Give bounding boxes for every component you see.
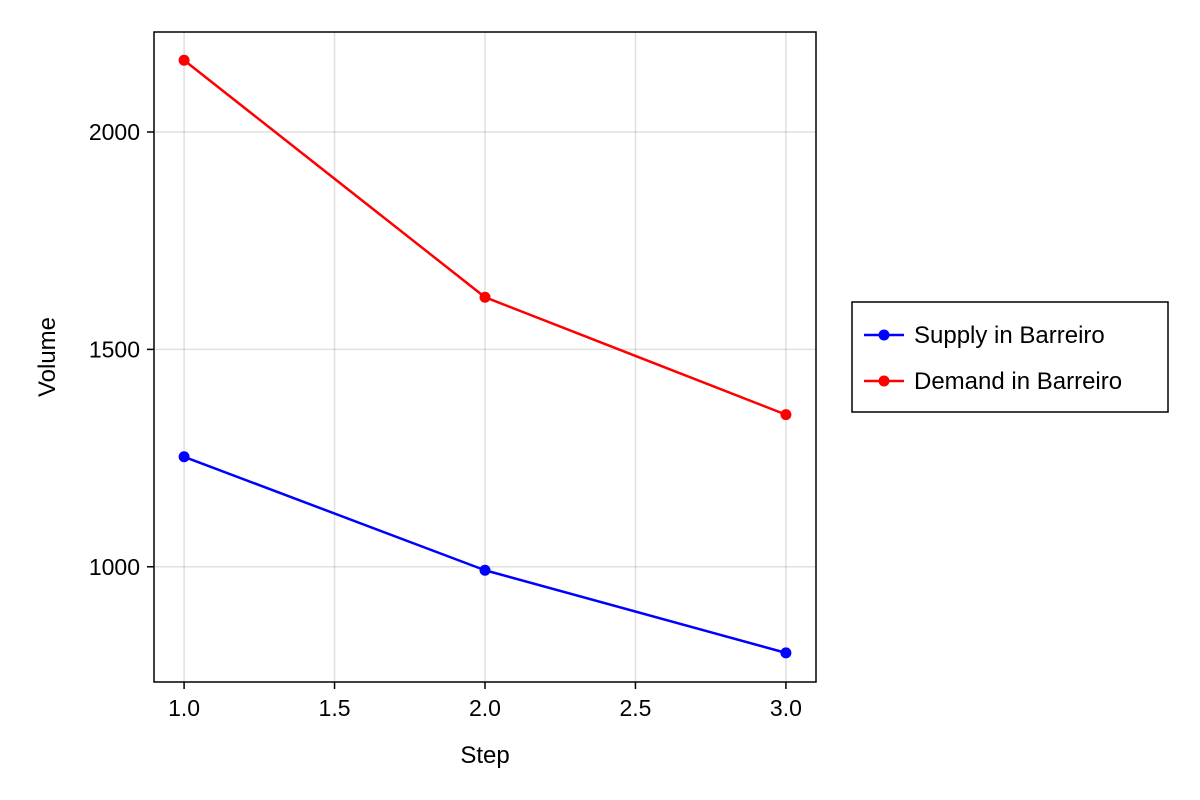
series-layer: [178, 54, 792, 659]
legend: Supply in Barreiro Demand in Barreiro: [851, 301, 1169, 413]
legend-label-0: Supply in Barreiro: [914, 322, 1105, 349]
x-tick-label: 3.0: [770, 695, 802, 721]
x-tick-label: 2.5: [619, 695, 651, 721]
y-axis: 1000 1500 2000: [89, 119, 154, 580]
series-0-point: [780, 647, 792, 659]
y-tick-label: 1000: [89, 554, 140, 580]
y-tick-label: 2000: [89, 119, 140, 145]
legend-box: [851, 301, 1169, 413]
series-0-point: [479, 564, 491, 576]
x-tick-label: 1.0: [168, 695, 200, 721]
series-1-point: [479, 291, 491, 303]
x-axis: 1.0 1.5 2.0 2.5 3.0: [168, 682, 802, 721]
x-tick-label: 2.0: [469, 695, 501, 721]
series-1-point: [780, 409, 792, 421]
legend-marker-1: [878, 375, 890, 387]
x-tick-label: 1.5: [319, 695, 351, 721]
series-1-point: [178, 54, 190, 66]
y-tick-label: 1500: [89, 336, 140, 362]
x-axis-title: Step: [460, 742, 509, 769]
grid: [154, 32, 816, 682]
legend-marker-0: [878, 329, 890, 341]
legend-label-1: Demand in Barreiro: [914, 368, 1122, 395]
y-axis-title: Volume: [34, 317, 61, 397]
series-0-point: [178, 451, 190, 463]
